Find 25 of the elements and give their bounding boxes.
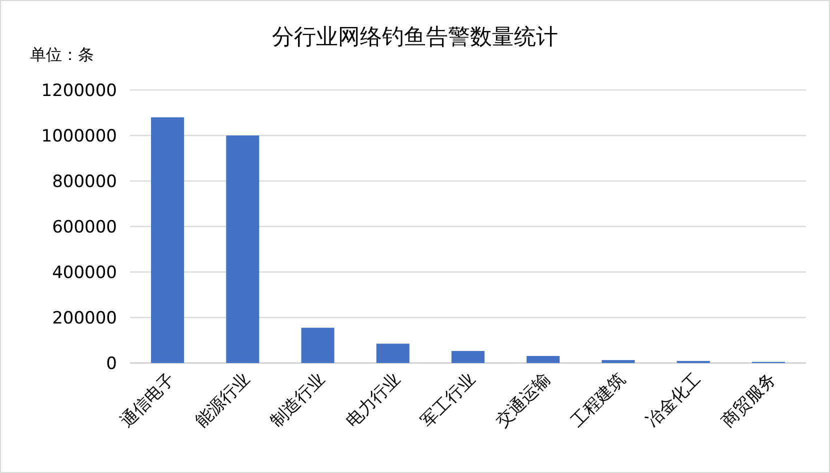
chart-title: 分行业网络钓鱼告警数量统计: [272, 25, 558, 50]
bar: [226, 136, 260, 363]
y-tick-label: 1000000: [41, 126, 117, 146]
y-tick-label: 800000: [52, 172, 117, 192]
bar: [301, 328, 334, 363]
x-tick-label: 商贸服务: [718, 369, 780, 432]
x-tick-label: 工程建筑: [568, 369, 630, 432]
bar: [151, 117, 184, 363]
y-axis-title: 单位：条: [30, 45, 94, 64]
bar: [376, 344, 410, 363]
y-tick-label: 1200000: [41, 81, 117, 101]
y-tick-label: 200000: [52, 308, 117, 328]
x-tick-label: 制造行业: [267, 369, 330, 432]
y-tick-label: 400000: [52, 263, 117, 283]
y-tick-label: 0: [106, 354, 117, 374]
bar: [526, 356, 560, 363]
y-tick-label: 600000: [52, 218, 117, 238]
x-tick-label: 通信电子: [116, 369, 180, 432]
bar: [602, 360, 635, 363]
x-tick-label: 电力行业: [342, 369, 404, 432]
x-tick-label: 冶金化工: [642, 369, 705, 432]
bar: [451, 350, 485, 363]
x-tick-label: 军工行业: [417, 369, 480, 432]
x-tick-label: 能源行业: [192, 369, 254, 432]
x-tick-label: 交通运输: [492, 369, 555, 432]
